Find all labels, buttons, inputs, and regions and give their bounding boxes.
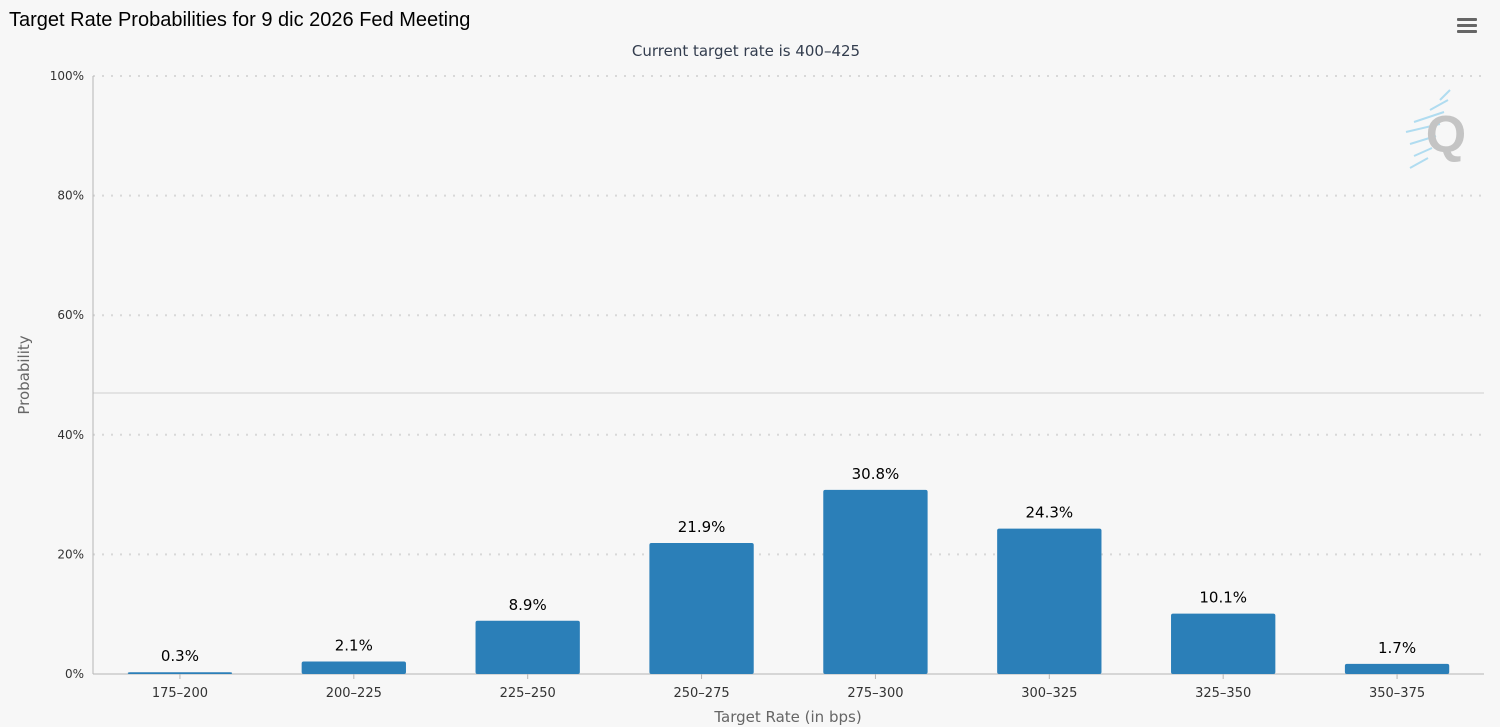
chart-title: Target Rate Probabilities for 9 dic 2026… [9,9,471,31]
data-label: 2.1% [335,636,373,654]
data-label: 30.8% [852,465,900,483]
bar[interactable] [649,543,754,674]
data-labels: 0.3% 2.1% 8.9% 21.9% 30.8% 24.3% 10.1% 1.7% [161,465,1416,665]
y-tick-label: 80% [57,189,84,203]
bar[interactable] [475,620,580,674]
x-tick-label: 300–325 [1021,686,1077,701]
x-tick-label: 350–375 [1369,686,1425,701]
data-label: 24.3% [1025,504,1073,522]
x-tick-labels: 175–200 200–225 225–250 250–275 275–300 300–3… [152,674,1425,701]
grid-lines [93,75,1484,556]
data-label: 1.7% [1378,639,1416,657]
chart-subtitle: Current target rate is 400–425 [632,42,860,60]
y-tick-label: 20% [57,547,84,561]
x-tick-label: 200–225 [326,686,382,701]
y-tick-label: 60% [57,308,84,322]
bars [127,489,1450,674]
bar[interactable] [997,528,1102,674]
watermark-letter: Q [1426,106,1466,164]
bar[interactable] [1171,613,1276,674]
data-label: 10.1% [1199,589,1247,607]
data-label: 8.9% [509,596,547,614]
bar[interactable] [1344,663,1450,674]
x-tick-label: 275–300 [847,686,903,701]
data-label: 21.9% [678,518,726,536]
bar[interactable] [823,489,928,674]
quikstrike-logo-icon: Q [1405,89,1466,169]
data-label: 0.3% [161,647,199,665]
y-tick-label: 0% [65,667,84,681]
x-axis-title: Target Rate (in bps) [713,708,861,726]
y-tick-label: 40% [57,428,84,442]
x-tick-label: 225–250 [500,686,556,701]
x-tick-label: 325–350 [1195,686,1251,701]
bar[interactable] [127,672,233,674]
x-tick-label: 175–200 [152,686,208,701]
bar[interactable] [301,661,406,674]
x-tick-label: 250–275 [673,686,729,701]
y-tick-label: 100% [50,69,84,83]
y-axis-title: Probability [15,335,33,414]
y-tick-labels: 0% 20% 40% 60% 80% 100% [50,69,84,681]
hamburger-menu-icon[interactable] [1452,12,1482,40]
